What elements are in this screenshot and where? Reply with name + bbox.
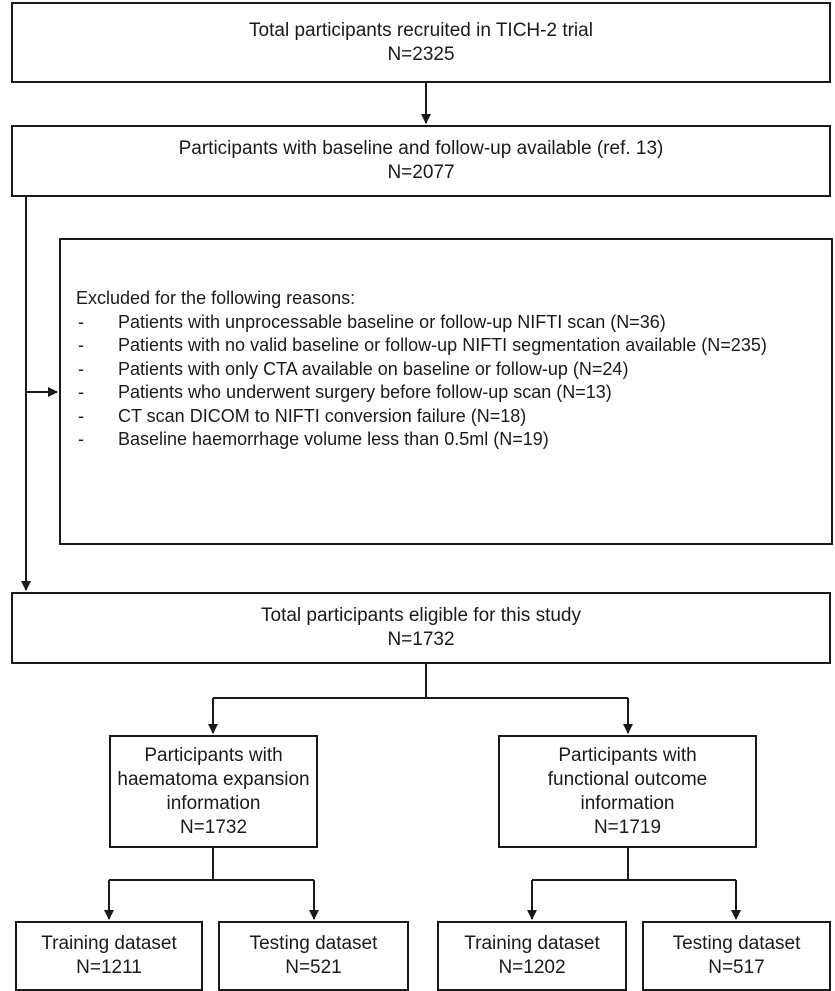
excluded-item: Patients with only CTA available on base… bbox=[76, 358, 817, 382]
box-eligible: Total participants eligible for this stu… bbox=[11, 592, 831, 664]
he-training-title: Training dataset bbox=[41, 933, 177, 954]
excluded-item: CT scan DICOM to NIFTI conversion failur… bbox=[76, 405, 817, 429]
box-haematoma-expansion: Participants with haematoma expansion in… bbox=[109, 735, 318, 848]
box-excluded: Excluded for the following reasons: Pati… bbox=[59, 238, 833, 545]
excluded-list: Patients with unprocessable baseline or … bbox=[76, 311, 817, 452]
fo-testing-title: Testing dataset bbox=[672, 933, 801, 954]
he-training-n: N=1211 bbox=[76, 957, 142, 978]
available-n: N=2077 bbox=[387, 162, 455, 183]
total-title: Total participants recruited in TICH-2 t… bbox=[249, 19, 593, 41]
functional-line3: information bbox=[580, 792, 675, 814]
box-fo-testing-dataset: Testing dataset N=517 bbox=[642, 921, 831, 991]
he-testing-n: N=521 bbox=[285, 957, 342, 978]
box-he-testing-dataset: Testing dataset N=521 bbox=[218, 921, 409, 991]
eligible-n: N=1732 bbox=[387, 629, 455, 650]
available-title: Participants with baseline and follow-up… bbox=[178, 138, 664, 159]
haematoma-n: N=1732 bbox=[179, 816, 248, 838]
excluded-header: Excluded for the following reasons: bbox=[76, 288, 356, 308]
fo-training-n: N=1202 bbox=[498, 957, 566, 978]
box-baseline-followup-available: Participants with baseline and follow-up… bbox=[11, 125, 831, 197]
excluded-item: Patients with no valid baseline or follo… bbox=[76, 334, 817, 358]
excluded-item: Patients who underwent surgery before fo… bbox=[76, 381, 817, 405]
box-functional-outcome: Participants with functional outcome inf… bbox=[498, 735, 757, 848]
eligible-title: Total participants eligible for this stu… bbox=[261, 605, 581, 626]
functional-n: N=1719 bbox=[593, 816, 662, 838]
functional-line2: functional outcome bbox=[547, 768, 708, 790]
box-total-recruited: Total participants recruited in TICH-2 t… bbox=[11, 2, 831, 83]
he-testing-title: Testing dataset bbox=[249, 933, 378, 954]
excluded-item: Patients with unprocessable baseline or … bbox=[76, 311, 817, 335]
functional-line1: Participants with bbox=[558, 744, 697, 766]
haematoma-line1: Participants with bbox=[144, 744, 283, 766]
excluded-item: Baseline haemorrhage volume less than 0.… bbox=[76, 428, 817, 452]
box-fo-training-dataset: Training dataset N=1202 bbox=[437, 921, 627, 991]
haematoma-line2: haematoma expansion bbox=[117, 768, 310, 790]
total-n: N=2325 bbox=[387, 43, 455, 65]
fo-training-title: Training dataset bbox=[464, 933, 600, 954]
box-he-training-dataset: Training dataset N=1211 bbox=[15, 921, 203, 991]
haematoma-line3: information bbox=[166, 792, 261, 814]
fo-testing-n: N=517 bbox=[708, 957, 765, 978]
